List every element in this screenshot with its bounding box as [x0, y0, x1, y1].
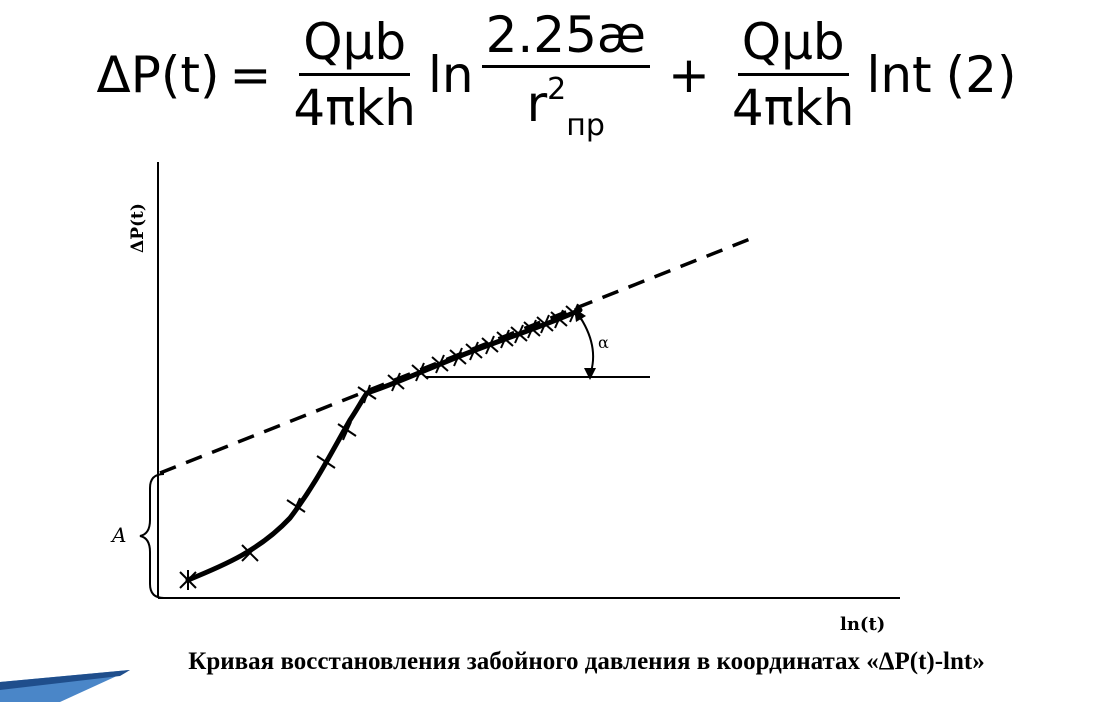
data-marker — [496, 329, 514, 349]
angle-label: α — [598, 333, 609, 352]
figure-caption: Кривая восстановления забойного давления… — [188, 648, 985, 675]
data-marker — [431, 354, 449, 374]
data-marker — [286, 497, 306, 517]
fraction-2: 2.25æ r2пр — [481, 8, 650, 142]
intercept-label: A — [110, 523, 126, 547]
data-markers — [179, 303, 583, 590]
data-marker — [241, 544, 259, 562]
data-marker — [510, 324, 528, 344]
fraction-3-numerator: Qμb — [737, 16, 849, 76]
intercept-brace — [139, 473, 165, 599]
pressure-buildup-diagram: ΔP(t) ln(t) α A — [110, 162, 900, 635]
corner-ribbon-shade — [0, 670, 130, 690]
angle-arrowhead-bottom — [584, 368, 596, 380]
slide-corner-decoration — [0, 670, 130, 702]
equation-number: (2) — [945, 46, 1017, 104]
formula-equals: = — [229, 46, 272, 104]
x-axis-label: ln(t) — [840, 614, 885, 635]
data-marker — [523, 319, 541, 339]
fraction-1-numerator: Qμb — [299, 16, 411, 76]
fraction-3-denominator: 4πkh — [731, 78, 855, 137]
formula-plus: + — [668, 46, 710, 104]
radius-subscript: пр — [566, 108, 605, 143]
fraction-3: Qμb 4πkh — [728, 16, 859, 134]
buildup-curve — [185, 307, 583, 583]
fraction-2-numerator: 2.25æ — [481, 8, 650, 68]
data-marker — [357, 384, 377, 404]
ln-operator-1: ln — [427, 46, 474, 104]
fraction-1-denominator: 4πkh — [293, 78, 416, 137]
data-marker — [411, 362, 429, 382]
radius-symbol: r — [526, 75, 548, 133]
data-marker — [481, 335, 499, 355]
data-marker — [337, 421, 357, 441]
data-marker — [449, 347, 467, 367]
data-marker — [387, 372, 405, 392]
data-marker — [179, 570, 197, 590]
data-marker — [465, 341, 483, 361]
data-marker — [550, 309, 568, 329]
fraction-2-denominator: r2пр — [523, 68, 609, 142]
fraction-1: Qμb 4πkh — [289, 16, 420, 134]
data-marker — [316, 453, 336, 473]
formula: ΔP(t) = Qμb 4πkh ln 2.25æ r2пр + Qμb 4πk… — [0, 0, 1113, 150]
radius-exponent: 2 — [547, 72, 567, 107]
ln-operator-2: lnt — [866, 46, 932, 104]
angle-arrowhead-top — [574, 308, 586, 322]
formula-lhs: ΔP(t) — [96, 46, 220, 104]
y-axis-label: ΔP(t) — [128, 203, 148, 253]
data-marker — [536, 314, 554, 334]
angle-arc — [577, 313, 595, 376]
